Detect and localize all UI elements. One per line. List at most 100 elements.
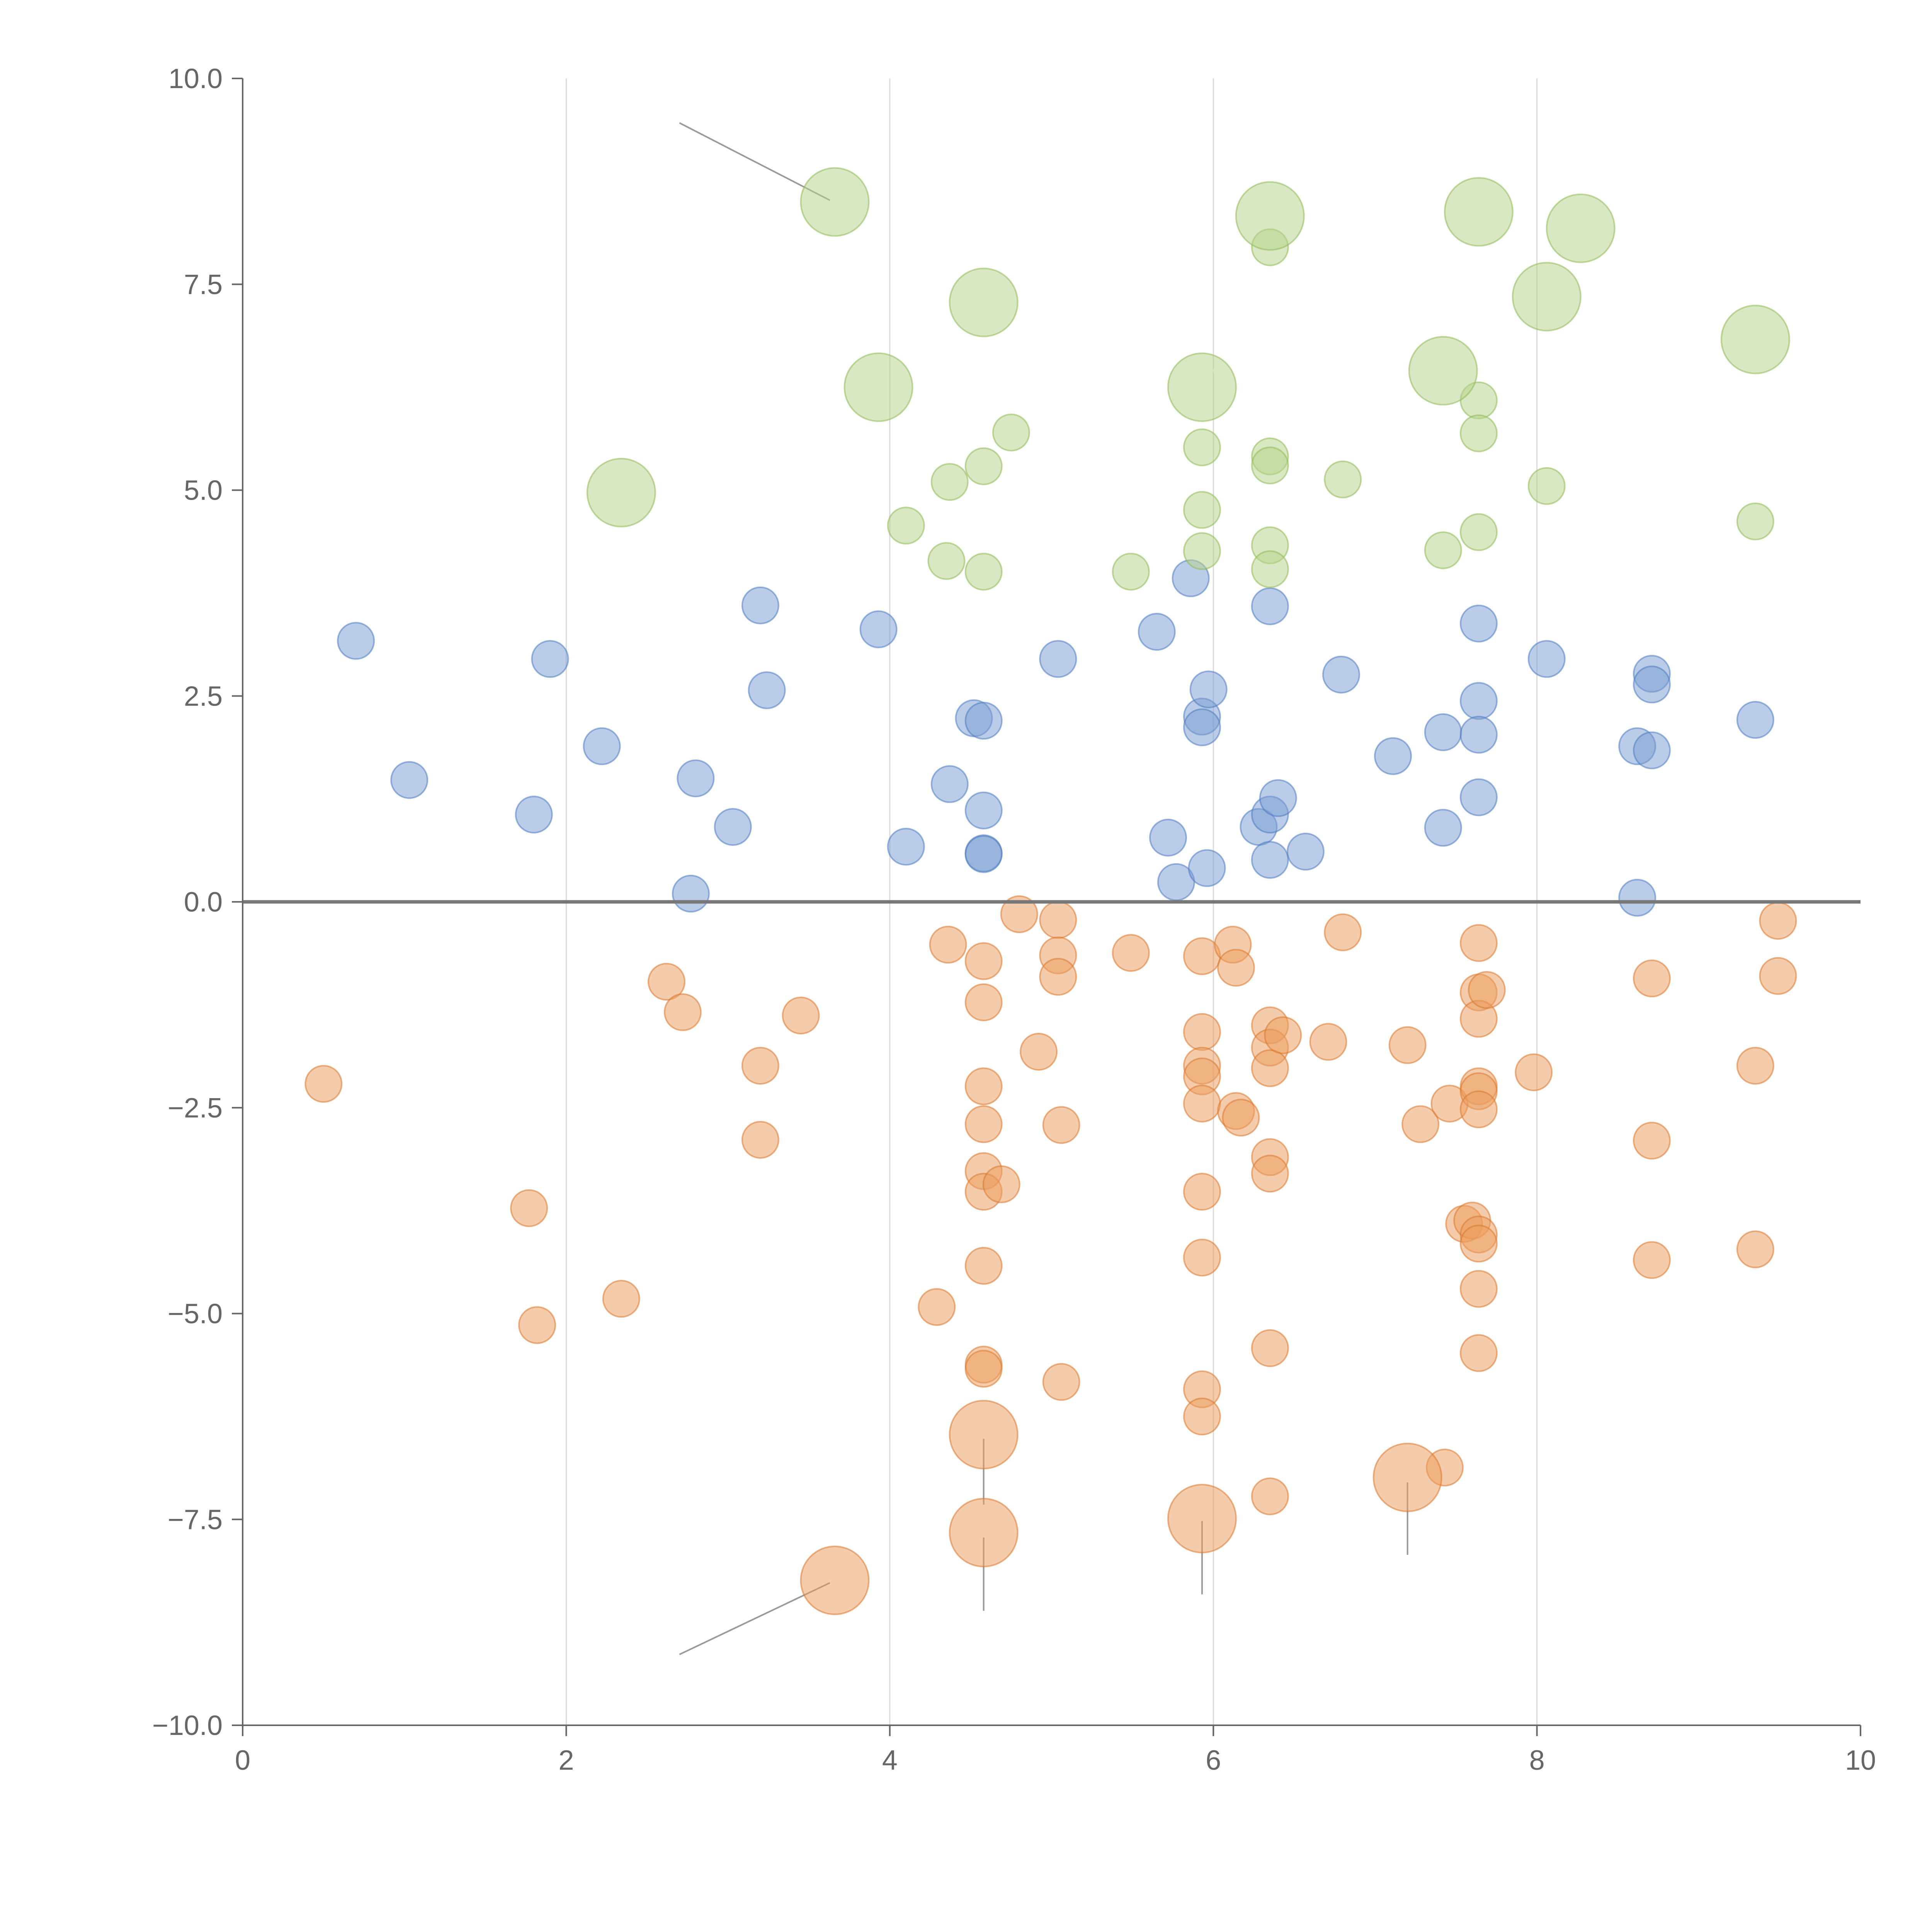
data-point[interactable]	[1251, 841, 1289, 879]
data-point[interactable]	[1183, 1013, 1221, 1051]
data-point[interactable]	[964, 1247, 1003, 1285]
data-point[interactable]	[1424, 713, 1462, 752]
data-point[interactable]	[748, 671, 786, 709]
data-point[interactable]	[1372, 1442, 1442, 1512]
data-point[interactable]	[1374, 737, 1412, 775]
data-point[interactable]	[1512, 262, 1582, 332]
data-point[interactable]	[982, 1165, 1020, 1203]
data-point[interactable]	[1217, 949, 1255, 987]
data-point[interactable]	[964, 983, 1003, 1021]
data-point[interactable]	[1736, 701, 1774, 739]
data-point[interactable]	[1251, 1477, 1289, 1515]
data-point[interactable]	[337, 622, 375, 660]
data-point[interactable]	[800, 1545, 870, 1615]
data-point[interactable]	[1042, 1106, 1080, 1144]
data-point[interactable]	[1633, 665, 1671, 704]
data-point[interactable]	[1720, 304, 1790, 374]
data-point[interactable]	[1324, 460, 1362, 498]
data-point[interactable]	[741, 1121, 779, 1159]
data-point[interactable]	[1020, 1032, 1058, 1071]
data-point[interactable]	[1167, 352, 1237, 422]
data-point[interactable]	[1324, 913, 1362, 951]
data-point[interactable]	[1459, 1334, 1498, 1372]
data-point[interactable]	[1401, 1105, 1440, 1143]
data-point[interactable]	[859, 610, 898, 648]
data-point[interactable]	[1759, 957, 1797, 995]
data-point[interactable]	[964, 942, 1003, 980]
data-point[interactable]	[1042, 1363, 1080, 1401]
data-point[interactable]	[1189, 670, 1228, 709]
data-point[interactable]	[964, 553, 1003, 591]
data-point[interactable]	[992, 413, 1030, 452]
data-point[interactable]	[1235, 181, 1305, 251]
data-point[interactable]	[518, 1306, 556, 1344]
data-point[interactable]	[1112, 934, 1150, 972]
data-point[interactable]	[1459, 682, 1498, 720]
data-point[interactable]	[949, 1498, 1019, 1568]
data-point[interactable]	[1183, 1397, 1221, 1435]
data-point[interactable]	[1633, 959, 1671, 998]
data-point[interactable]	[800, 167, 870, 237]
data-point[interactable]	[1188, 849, 1226, 887]
data-point[interactable]	[531, 640, 569, 678]
data-point[interactable]	[1736, 502, 1774, 541]
data-point[interactable]	[1322, 655, 1360, 694]
data-point[interactable]	[1459, 604, 1498, 643]
data-point[interactable]	[1459, 716, 1498, 754]
data-point[interactable]	[930, 765, 969, 803]
data-point[interactable]	[1039, 901, 1077, 939]
data-point[interactable]	[929, 925, 967, 964]
data-point[interactable]	[1259, 779, 1297, 817]
data-point[interactable]	[782, 997, 820, 1035]
data-point[interactable]	[1112, 553, 1150, 591]
data-point[interactable]	[1222, 1099, 1260, 1137]
data-point[interactable]	[1459, 924, 1498, 962]
data-point[interactable]	[1183, 532, 1221, 570]
data-point[interactable]	[844, 352, 913, 422]
data-point[interactable]	[1546, 193, 1616, 263]
data-point[interactable]	[1444, 177, 1514, 247]
data-point[interactable]	[927, 542, 966, 580]
data-point[interactable]	[964, 1105, 1003, 1143]
data-point[interactable]	[390, 761, 429, 799]
data-point[interactable]	[1264, 1016, 1302, 1054]
data-point[interactable]	[949, 267, 1019, 337]
data-point[interactable]	[1286, 833, 1325, 871]
data-point[interactable]	[964, 835, 1003, 873]
data-point[interactable]	[1039, 640, 1077, 678]
data-point[interactable]	[1459, 1090, 1498, 1129]
data-point[interactable]	[964, 1067, 1003, 1105]
data-point[interactable]	[647, 963, 685, 1001]
data-point[interactable]	[1759, 902, 1797, 940]
data-point[interactable]	[1183, 491, 1221, 529]
data-point[interactable]	[677, 759, 715, 798]
data-point[interactable]	[1459, 414, 1498, 452]
data-point[interactable]	[304, 1065, 343, 1103]
data-point[interactable]	[1149, 818, 1187, 857]
data-point[interactable]	[1167, 1484, 1237, 1554]
data-point[interactable]	[930, 463, 969, 501]
data-point[interactable]	[887, 507, 925, 545]
data-point[interactable]	[1424, 531, 1462, 570]
data-point[interactable]	[1251, 1329, 1289, 1367]
data-point[interactable]	[1183, 1085, 1221, 1123]
data-point[interactable]	[741, 586, 779, 624]
data-point[interactable]	[1459, 778, 1498, 816]
data-point[interactable]	[1527, 640, 1566, 678]
data-point[interactable]	[741, 1047, 779, 1085]
data-point[interactable]	[714, 808, 752, 846]
data-point[interactable]	[1468, 971, 1506, 1009]
data-point[interactable]	[1459, 513, 1498, 551]
data-point[interactable]	[964, 447, 1003, 485]
data-point[interactable]	[1633, 731, 1671, 769]
data-point[interactable]	[1183, 708, 1221, 747]
data-point[interactable]	[672, 874, 710, 913]
data-point[interactable]	[1527, 467, 1566, 505]
data-point[interactable]	[1251, 446, 1289, 485]
data-point[interactable]	[1736, 1230, 1774, 1269]
data-point[interactable]	[1515, 1053, 1553, 1092]
data-point[interactable]	[918, 1288, 956, 1326]
data-point[interactable]	[1251, 1049, 1289, 1087]
data-point[interactable]	[1618, 879, 1656, 917]
data-point[interactable]	[1424, 809, 1462, 847]
